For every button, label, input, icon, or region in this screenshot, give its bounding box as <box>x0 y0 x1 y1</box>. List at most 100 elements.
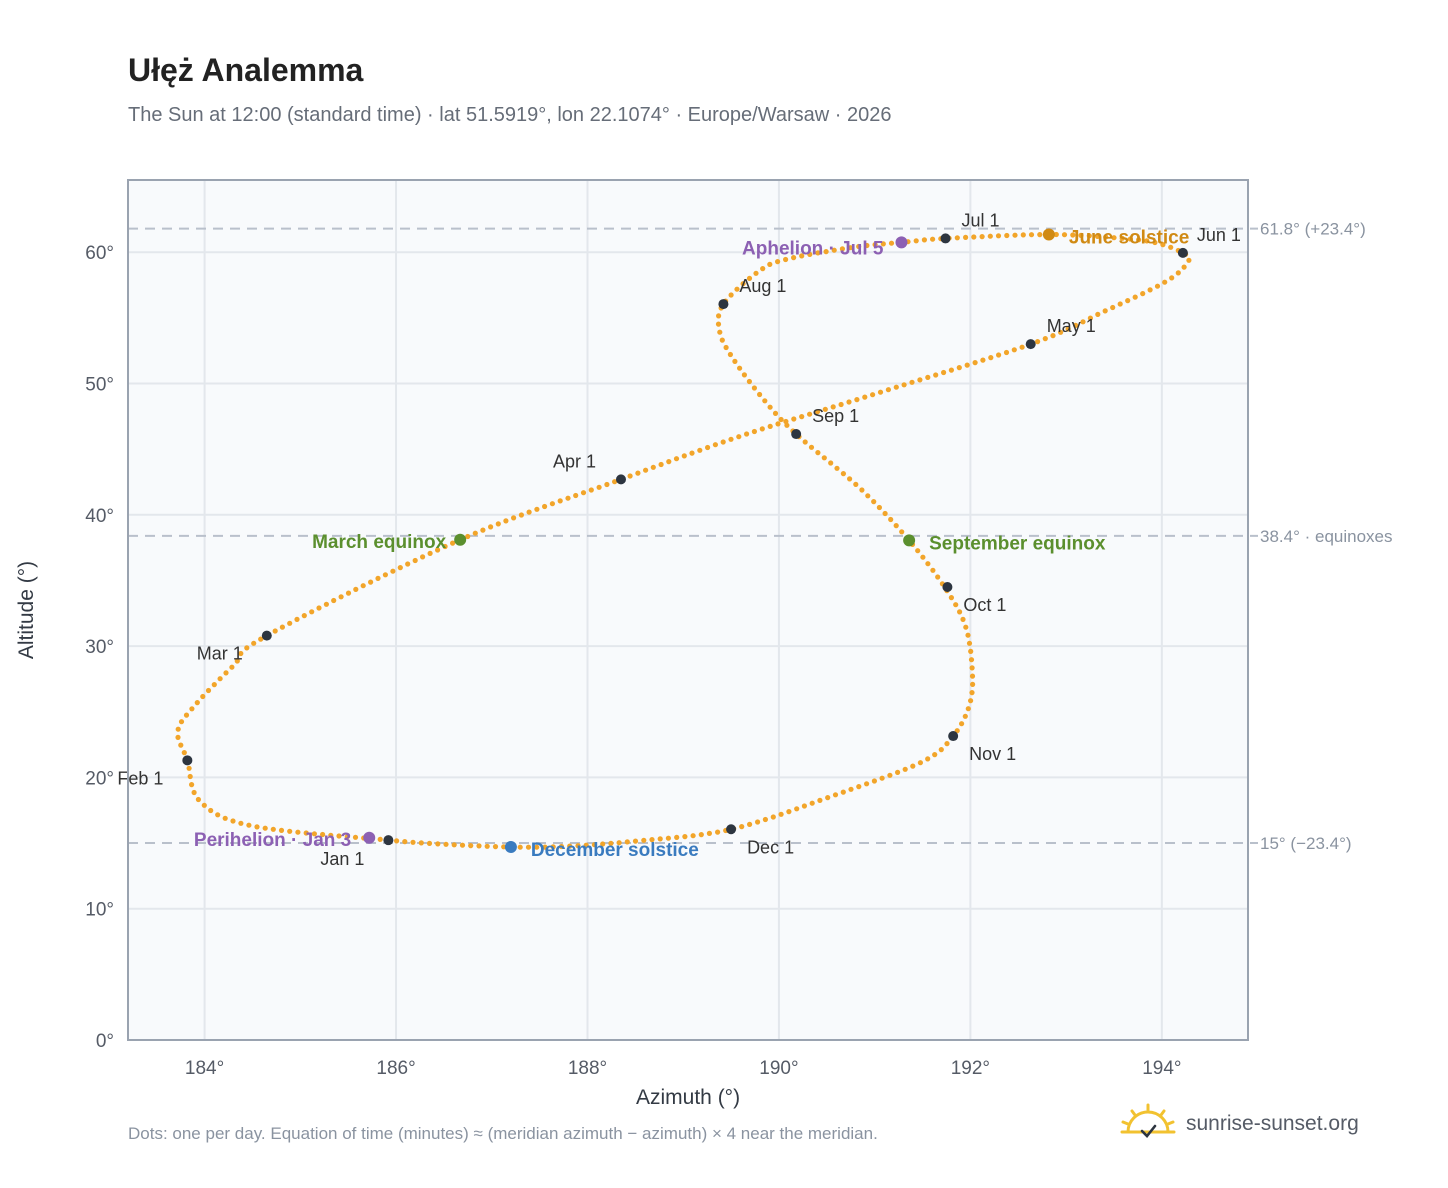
day-dot <box>244 645 250 651</box>
day-dot <box>840 789 846 795</box>
day-dot <box>558 843 565 850</box>
day-dot <box>604 481 610 488</box>
day-dot <box>195 796 201 803</box>
brand-logo[interactable]: sunrise-sunset.org <box>1120 1102 1359 1146</box>
day-dot <box>830 404 836 410</box>
day-dot <box>747 821 753 828</box>
day-dot <box>480 527 486 533</box>
day-dot <box>205 687 212 694</box>
day-dot <box>741 372 748 378</box>
day-dot <box>910 763 916 769</box>
day-dot <box>930 567 936 573</box>
day-dot <box>856 243 862 250</box>
day-dot <box>353 586 359 593</box>
day-dot <box>1119 235 1125 241</box>
axis-ticks: 184° 186° 188° 190° 192° 194° 0° 10° 20° 30° 40° 50… <box>85 243 1181 1079</box>
day-dot <box>468 843 474 849</box>
y-axis-title: Altitude (°) <box>15 561 38 659</box>
day-dot <box>968 657 975 663</box>
day-dot <box>885 387 892 393</box>
day-dot <box>641 837 647 843</box>
day-dot <box>1125 298 1131 304</box>
day-dot <box>802 439 808 445</box>
day-dot <box>864 242 870 249</box>
day-dot <box>893 523 899 529</box>
day-dot <box>681 453 687 459</box>
day-dot <box>476 843 482 849</box>
day-dot <box>996 352 1002 358</box>
day-dot <box>1169 275 1175 281</box>
guide-label: 15° (−23.4°) <box>1260 834 1352 853</box>
day-dot <box>510 515 517 521</box>
y-tick-label: 40° <box>85 506 114 527</box>
day-dot <box>526 509 532 515</box>
day-dot <box>932 752 938 758</box>
day-dot <box>1162 279 1168 285</box>
day-dot <box>229 664 235 670</box>
day-dot <box>666 459 672 465</box>
day-dot <box>616 840 622 846</box>
day-dot <box>412 557 418 564</box>
day-dot <box>801 803 808 809</box>
day-dot <box>953 602 959 608</box>
day-dot <box>856 784 862 790</box>
y-tick-label: 60° <box>85 243 114 264</box>
month-marker <box>383 835 394 846</box>
event-label: June solstice <box>1069 227 1189 248</box>
day-dot <box>316 605 322 611</box>
day-dot <box>517 844 523 850</box>
day-dot <box>1181 264 1187 270</box>
y-tick-label: 20° <box>85 768 114 789</box>
day-dot <box>876 504 883 511</box>
day-dot <box>534 506 540 512</box>
day-dot <box>840 471 847 477</box>
day-dot <box>909 379 915 385</box>
day-dot <box>1140 291 1146 297</box>
day-dot <box>175 726 181 732</box>
day-dot <box>186 765 192 771</box>
day-dot <box>757 391 763 398</box>
month-marker <box>726 824 737 835</box>
day-dot <box>368 579 374 585</box>
day-dot <box>1175 270 1181 276</box>
day-dot <box>649 837 655 843</box>
day-dot <box>968 648 974 655</box>
day-dot <box>697 447 703 453</box>
day-dot <box>807 411 813 417</box>
day-dot <box>815 250 821 256</box>
day-dot <box>739 824 745 830</box>
day-dot <box>690 833 696 839</box>
day-dot <box>893 384 899 390</box>
day-dot <box>320 831 326 838</box>
day-dot <box>917 760 924 766</box>
day-dot <box>632 838 639 844</box>
day-dot <box>808 444 815 450</box>
month-label: Sep 1 <box>812 406 859 426</box>
day-dot <box>194 700 200 706</box>
day-dot <box>775 259 781 265</box>
day-dot <box>751 428 758 435</box>
day-dot <box>1061 232 1068 238</box>
day-dot <box>980 357 986 363</box>
day-dot <box>727 351 734 358</box>
day-dot <box>963 624 969 630</box>
day-dot <box>650 464 656 470</box>
day-dot <box>258 636 264 642</box>
y-tick-label: 30° <box>85 637 114 658</box>
day-dot <box>698 832 704 838</box>
day-dot <box>770 814 776 820</box>
day-dot <box>178 719 185 725</box>
day-dot <box>972 360 978 366</box>
day-dot <box>534 844 540 850</box>
day-dot <box>1058 329 1064 335</box>
day-dot <box>925 374 931 380</box>
day-dot <box>1111 235 1117 241</box>
day-dot <box>612 479 618 485</box>
day-dot <box>853 481 859 487</box>
guide-label: 61.8° (+23.4°) <box>1260 220 1366 239</box>
day-dot <box>915 548 921 554</box>
day-dot <box>658 461 664 468</box>
event-marker <box>1042 228 1055 241</box>
day-dot <box>825 795 831 801</box>
day-dot <box>767 423 773 429</box>
